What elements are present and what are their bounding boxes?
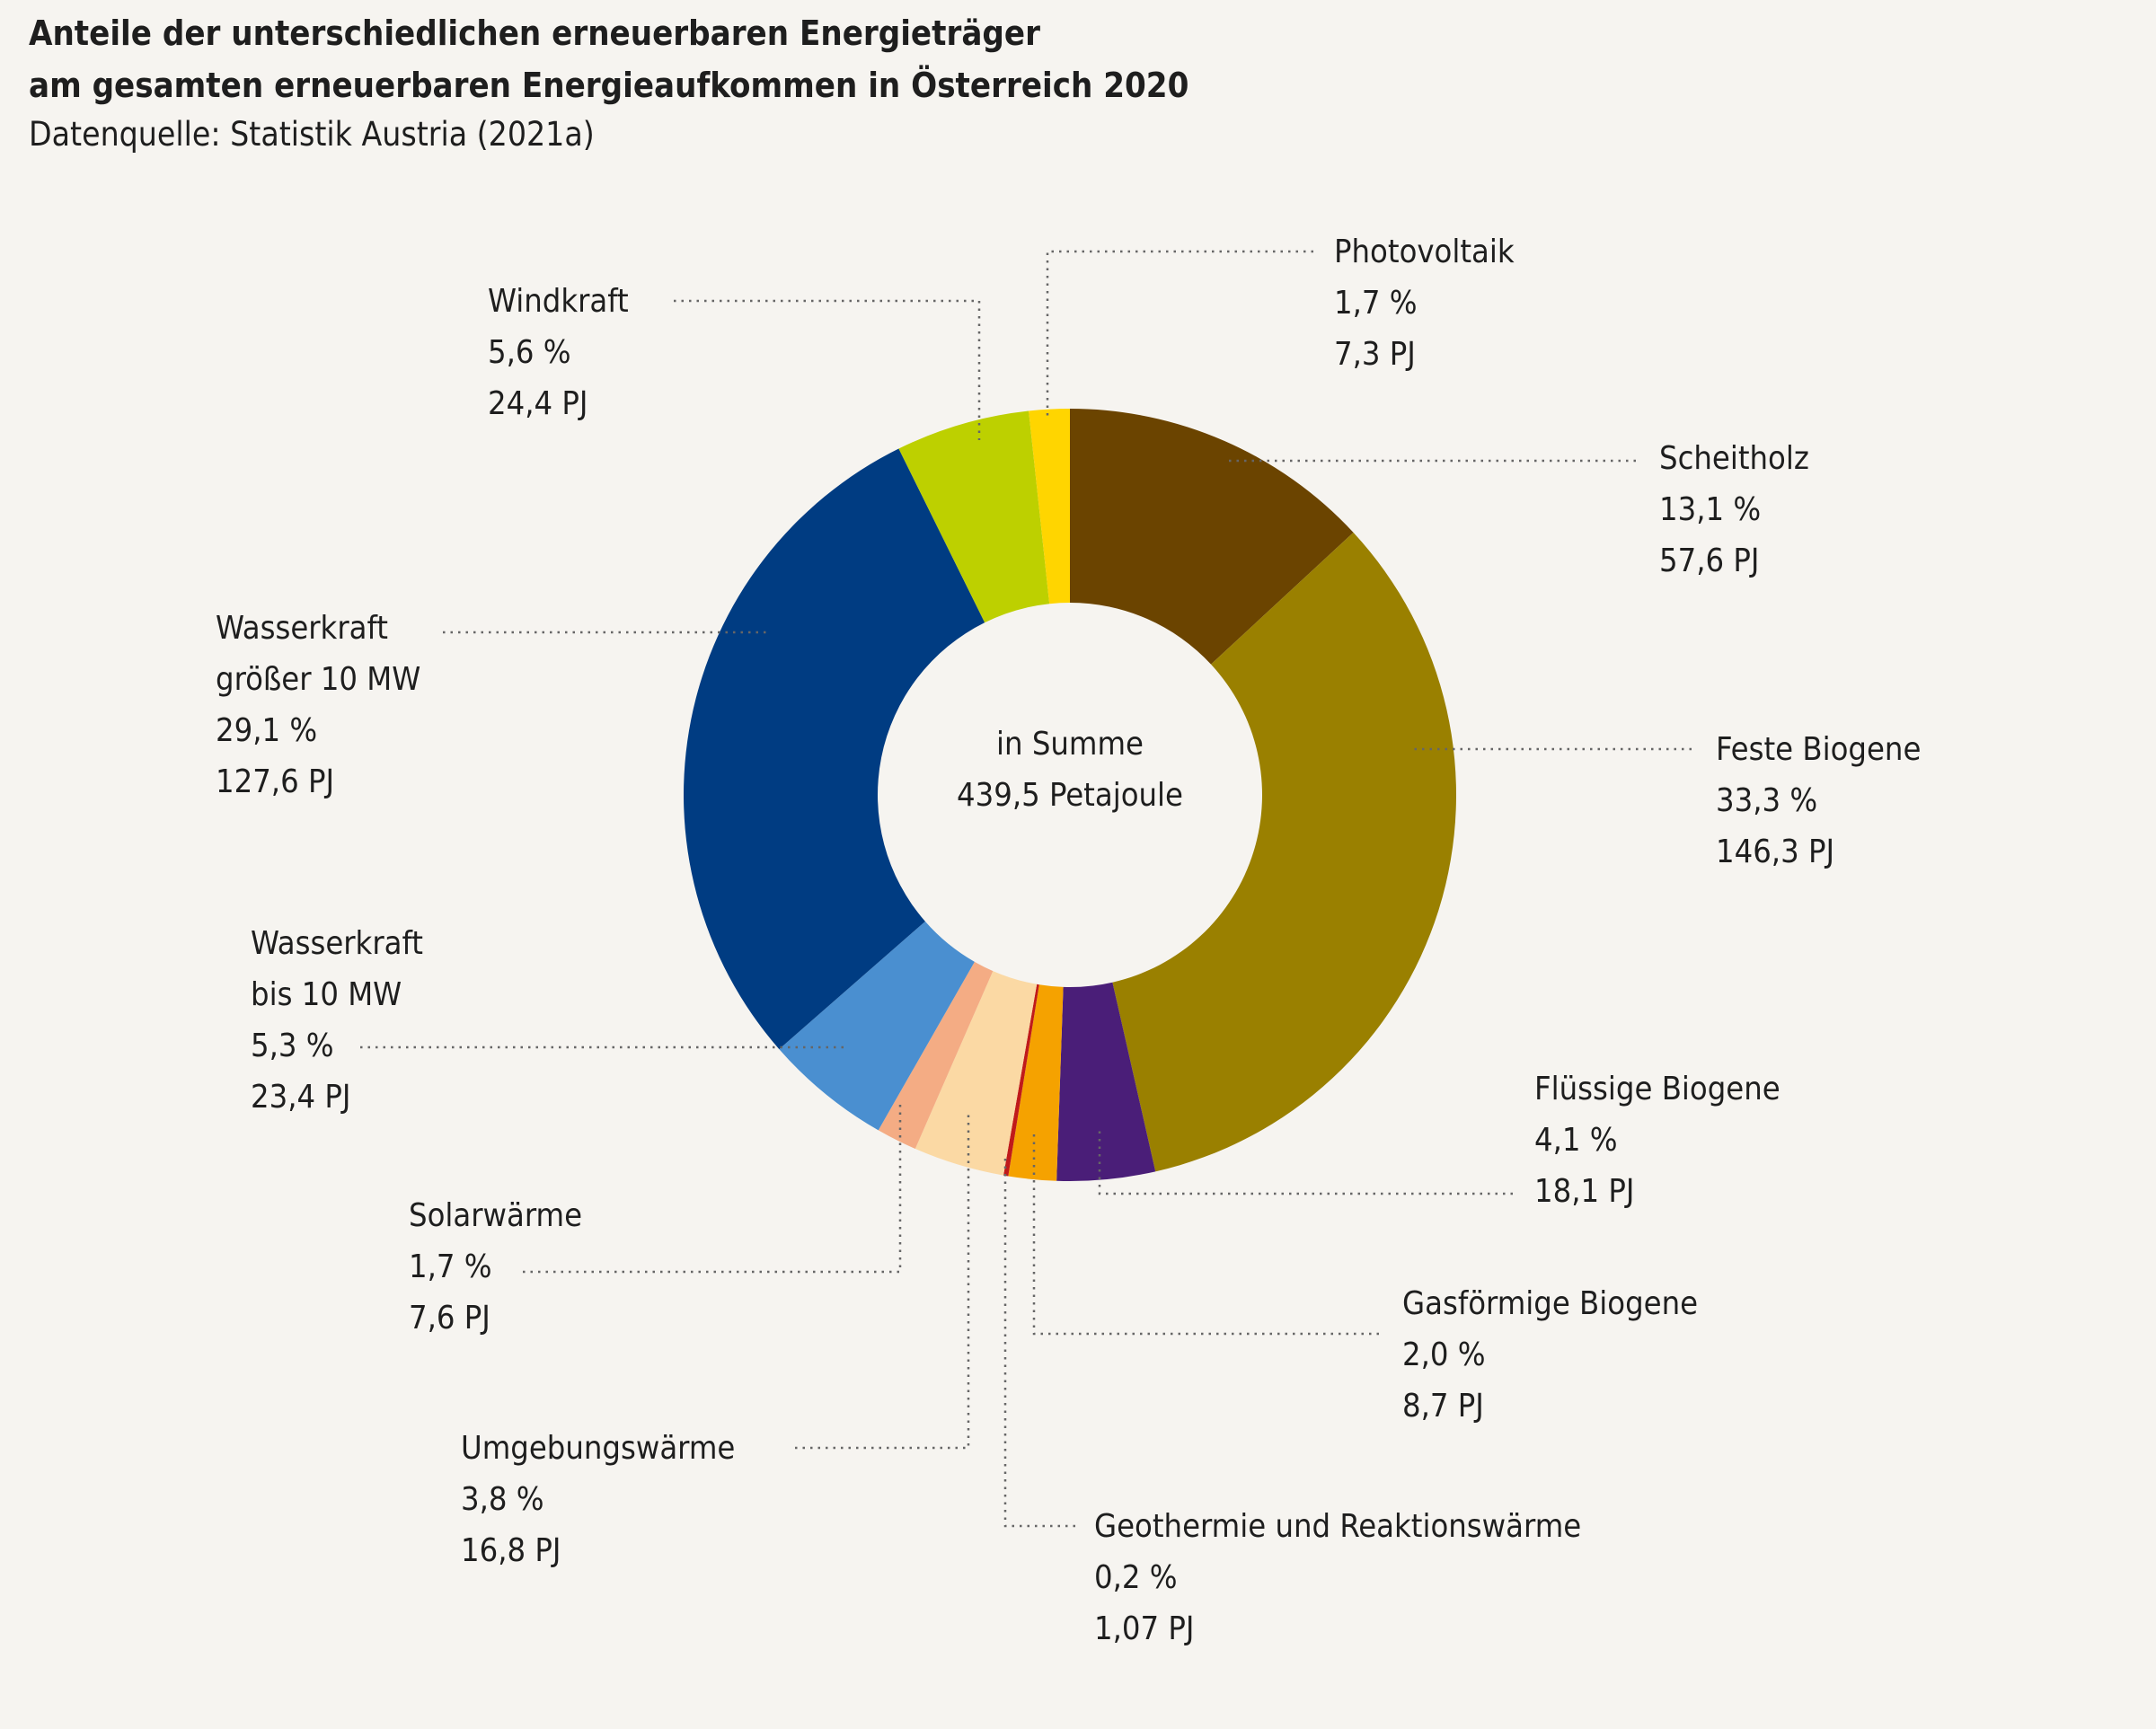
slice-label-8: Wasserkraft größer 10 MW 29,1 % 127,6 PJ	[216, 603, 420, 807]
slice-0	[1070, 409, 1354, 665]
leader-line-4	[1003, 1155, 1075, 1528]
label-percent: 33,3 %	[1716, 782, 1818, 819]
label-value: 18,1 PJ	[1534, 1173, 1635, 1210]
slice-label-2: Flüssige Biogene 4,1 % 18,1 PJ	[1534, 1063, 1780, 1217]
label-percent: 2,0 %	[1402, 1336, 1486, 1373]
label-name: Wasserkraft	[251, 925, 423, 962]
label-name: Flüssige Biogene	[1534, 1071, 1780, 1107]
slice-label-3: Gasförmige Biogene 2,0 % 8,7 PJ	[1402, 1278, 1698, 1432]
label-percent: 0,2 %	[1094, 1559, 1178, 1596]
slice-10	[1029, 409, 1070, 604]
slice-label-6: Solarwärme 1,7 % 7,6 PJ	[409, 1190, 582, 1344]
label-value: 16,8 PJ	[461, 1532, 561, 1569]
leader-line-9	[674, 299, 981, 440]
label-value: 24,4 PJ	[488, 385, 588, 422]
label-value: 7,3 PJ	[1334, 336, 1416, 373]
chart-title: Anteile der unterschiedlichen erneuerbar…	[29, 7, 1188, 111]
label-percent: 5,3 %	[251, 1028, 334, 1064]
slice-2	[1056, 982, 1156, 1181]
slice-label-0: Scheitholz 13,1 % 57,6 PJ	[1659, 433, 1809, 587]
slice-label-5: Umgebungswärme 3,8 % 16,8 PJ	[461, 1423, 735, 1576]
slice-9	[898, 410, 1050, 623]
label-name: bis 10 MW	[251, 976, 402, 1013]
title-line-1: Anteile der unterschiedlichen erneuerbar…	[29, 13, 1040, 53]
label-value: 7,6 PJ	[409, 1300, 490, 1336]
slice-4	[1003, 984, 1039, 1177]
label-percent: 1,7 %	[409, 1248, 492, 1285]
label-percent: 29,1 %	[216, 712, 318, 749]
label-value: 57,6 PJ	[1659, 543, 1760, 579]
label-percent: 4,1 %	[1534, 1122, 1618, 1159]
label-percent: 3,8 %	[461, 1481, 544, 1518]
leader-line-3	[1032, 1134, 1379, 1336]
slice-label-7: Wasserkraft bis 10 MW 5,3 % 23,4 PJ	[251, 918, 423, 1123]
chart-subtitle: Datenquelle: Statistik Austria (2021a)	[29, 115, 595, 154]
leader-line-10	[1046, 250, 1313, 419]
center-label-line-2: 439,5 Petajoule	[957, 777, 1183, 814]
label-name: Scheitholz	[1659, 440, 1809, 477]
slice-6	[878, 961, 994, 1150]
label-name: Gasförmige Biogene	[1402, 1285, 1699, 1322]
label-name: Feste Biogene	[1716, 731, 1922, 768]
label-value: 23,4 PJ	[251, 1079, 351, 1116]
slice-label-10: Photovoltaik 1,7 % 7,3 PJ	[1334, 226, 1515, 380]
slice-label-1: Feste Biogene 33,3 % 146,3 PJ	[1716, 724, 1921, 878]
slice-label-4: Geothermie und Reaktionswärme 0,2 % 1,07 P…	[1094, 1501, 1581, 1654]
center-label-line-1: in Summe	[996, 726, 1144, 763]
title-line-2: am gesamten erneuerbaren Energieaufkomme…	[29, 66, 1189, 105]
label-name: Windkraft	[488, 283, 629, 320]
slice-7	[779, 921, 975, 1131]
label-percent: 13,1 %	[1659, 491, 1762, 528]
label-name: Geothermie und Reaktionswärme	[1094, 1508, 1582, 1545]
leader-line-2	[1098, 1127, 1513, 1195]
slice-1	[1112, 532, 1456, 1172]
label-name: Photovoltaik	[1334, 234, 1515, 270]
slice-5	[915, 971, 1038, 1176]
leader-line-5	[795, 1114, 970, 1450]
label-value: 8,7 PJ	[1402, 1388, 1484, 1425]
label-name: Solarwärme	[409, 1197, 583, 1234]
label-value: 1,07 PJ	[1094, 1610, 1195, 1647]
label-name: Umgebungswärme	[461, 1430, 736, 1467]
label-percent: 5,6 %	[488, 334, 571, 371]
label-percent: 1,7 %	[1334, 285, 1418, 322]
label-name: größer 10 MW	[216, 661, 421, 698]
slice-3	[1008, 984, 1064, 1181]
label-name: Wasserkraft	[216, 610, 388, 647]
label-value: 127,6 PJ	[216, 763, 335, 800]
label-value: 146,3 PJ	[1716, 834, 1835, 870]
slice-label-9: Windkraft 5,6 % 24,4 PJ	[488, 276, 629, 429]
slice-8	[683, 448, 985, 1050]
center-label: in Summe 439,5 Petajoule	[890, 719, 1250, 821]
